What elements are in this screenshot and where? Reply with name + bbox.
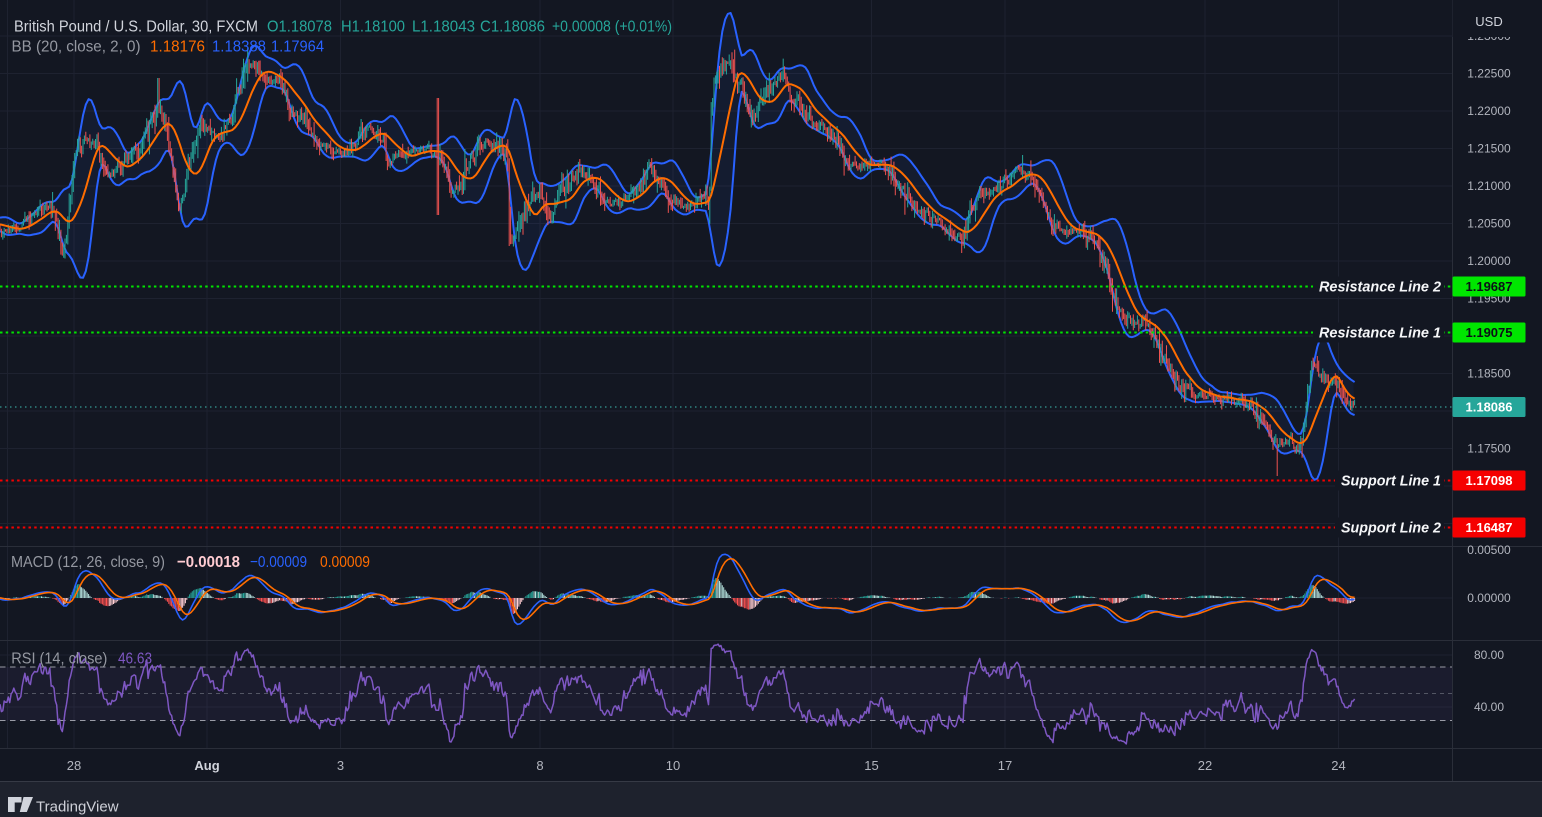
svg-text:−0.00018: −0.00018 xyxy=(177,554,240,571)
svg-text:1.17098: 1.17098 xyxy=(1466,473,1513,488)
svg-text:1.18176: 1.18176 xyxy=(150,39,205,56)
svg-text:0.00500: 0.00500 xyxy=(1467,543,1511,557)
svg-text:1.21500: 1.21500 xyxy=(1467,142,1511,156)
svg-text:1.22000: 1.22000 xyxy=(1467,104,1511,118)
svg-text:24: 24 xyxy=(1331,758,1345,773)
svg-text:MACD (12, 26, close, 9): MACD (12, 26, close, 9) xyxy=(11,554,165,571)
svg-text:10: 10 xyxy=(666,758,680,773)
svg-text:1.19075: 1.19075 xyxy=(1466,325,1513,340)
svg-text:28: 28 xyxy=(67,758,81,773)
svg-text:1.18388: 1.18388 xyxy=(212,39,266,56)
svg-text:80.00: 80.00 xyxy=(1474,648,1504,662)
svg-text:Support Line 2: Support Line 2 xyxy=(1341,520,1442,537)
svg-text:0.00009: 0.00009 xyxy=(320,554,370,571)
svg-text:British Pound / U.S. Dollar, 3: British Pound / U.S. Dollar, 30, FXCM xyxy=(14,19,258,36)
svg-text:−0.00009: −0.00009 xyxy=(250,554,307,571)
svg-text:0.00000: 0.00000 xyxy=(1467,591,1511,605)
svg-text:3: 3 xyxy=(337,758,344,773)
svg-text:40.00: 40.00 xyxy=(1474,700,1504,714)
svg-text:1.20500: 1.20500 xyxy=(1467,217,1511,231)
svg-text:Resistance Line 1: Resistance Line 1 xyxy=(1319,325,1441,342)
svg-text:1.16487: 1.16487 xyxy=(1466,520,1513,535)
svg-text:Support Line 1: Support Line 1 xyxy=(1341,473,1441,490)
svg-text:O1.18078: O1.18078 xyxy=(267,19,332,36)
svg-text:Aug: Aug xyxy=(194,758,219,773)
svg-text:TradingView: TradingView xyxy=(36,799,119,816)
svg-text:1.17964: 1.17964 xyxy=(271,39,324,56)
svg-text:22: 22 xyxy=(1198,758,1212,773)
svg-text:Resistance Line 2: Resistance Line 2 xyxy=(1319,279,1442,296)
svg-text:1.18500: 1.18500 xyxy=(1467,367,1511,381)
svg-text:8: 8 xyxy=(536,758,543,773)
svg-text:L1.18043: L1.18043 xyxy=(412,19,475,36)
svg-text:1.17500: 1.17500 xyxy=(1467,442,1511,456)
svg-text:1.21000: 1.21000 xyxy=(1467,179,1511,193)
svg-text:1.19687: 1.19687 xyxy=(1466,279,1513,294)
svg-text:17: 17 xyxy=(998,758,1012,773)
svg-text:H1.18100: H1.18100 xyxy=(341,19,405,36)
svg-text:1.20000: 1.20000 xyxy=(1467,254,1511,268)
svg-text:USD: USD xyxy=(1475,14,1502,29)
svg-text:46.63: 46.63 xyxy=(118,651,152,668)
svg-text:1.22500: 1.22500 xyxy=(1467,67,1511,81)
svg-text:15: 15 xyxy=(864,758,878,773)
svg-text:BB (20, close, 2, 0): BB (20, close, 2, 0) xyxy=(12,39,141,56)
svg-text:1.18086: 1.18086 xyxy=(1466,400,1513,415)
svg-text:C1.18086: C1.18086 xyxy=(480,19,545,36)
svg-text:RSI (14, close): RSI (14, close) xyxy=(11,651,107,668)
svg-text:+0.00008 (+0.01%): +0.00008 (+0.01%) xyxy=(552,19,672,36)
